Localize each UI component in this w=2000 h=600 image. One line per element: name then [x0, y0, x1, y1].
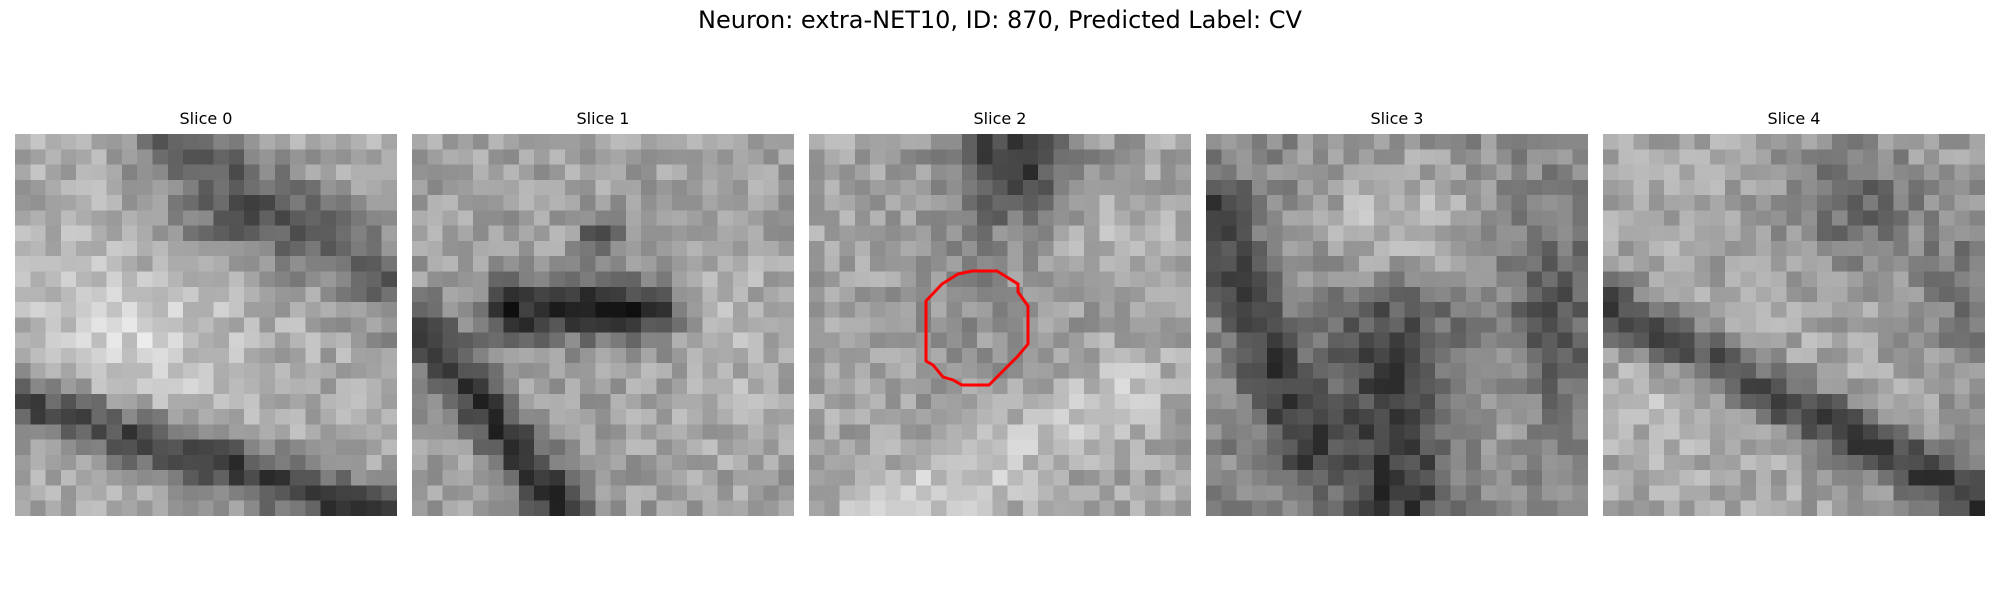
- slice-title-0: Slice 0: [179, 109, 233, 128]
- slice-panel-0: Slice 0: [15, 108, 397, 516]
- slice-image-2: [809, 134, 1191, 516]
- slice-title-3: Slice 3: [1370, 109, 1424, 128]
- slice-image-4: [1603, 134, 1985, 516]
- segmentation-outline: [924, 269, 1030, 387]
- slice-panel-2: Slice 2: [809, 108, 1191, 516]
- slice-title-2: Slice 2: [973, 109, 1027, 128]
- slice-panel-4: Slice 4: [1603, 108, 1985, 516]
- slice-image-1: [412, 134, 794, 516]
- figure-title: Neuron: extra-NET10, ID: 870, Predicted …: [698, 6, 1302, 34]
- slice-title-1: Slice 1: [576, 109, 630, 128]
- slice-image-3: [1206, 134, 1588, 516]
- slice-panel-3: Slice 3: [1206, 108, 1588, 516]
- slice-image-0: [15, 134, 397, 516]
- outline-polygon: [924, 269, 1030, 387]
- slice-panel-1: Slice 1: [412, 108, 794, 516]
- slice-title-4: Slice 4: [1767, 109, 1821, 128]
